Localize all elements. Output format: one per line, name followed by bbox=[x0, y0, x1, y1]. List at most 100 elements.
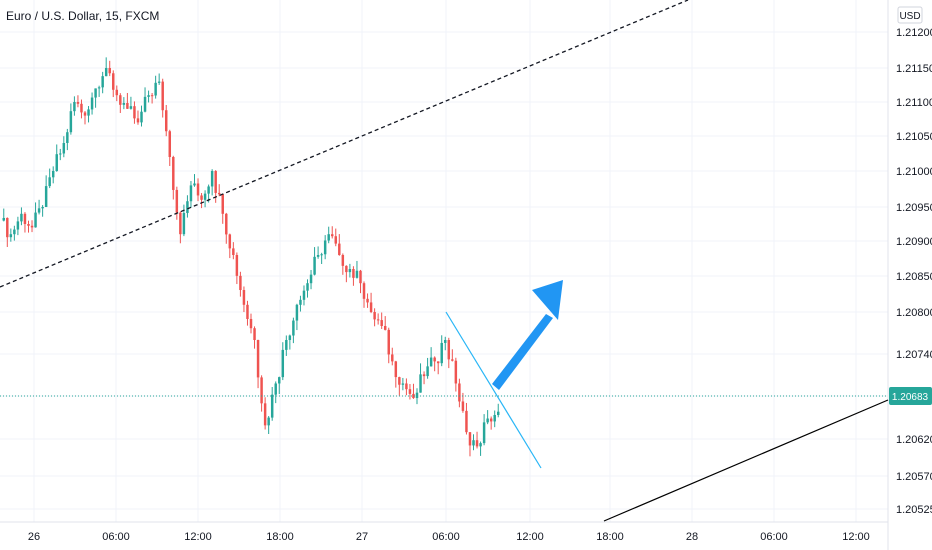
time-tick-label: 18:00 bbox=[596, 531, 624, 543]
candle-body bbox=[157, 81, 161, 83]
price-tick-label: 1.20800 bbox=[896, 307, 932, 319]
candle-body bbox=[444, 340, 447, 343]
candle-body bbox=[2, 217, 6, 221]
candle-body bbox=[154, 82, 157, 96]
candle-body bbox=[461, 401, 465, 411]
candle-body bbox=[454, 360, 458, 384]
candle-body bbox=[451, 359, 454, 361]
candle-body bbox=[359, 270, 362, 284]
candle-body bbox=[249, 318, 253, 329]
candle-body bbox=[20, 213, 23, 222]
candle-body bbox=[376, 319, 380, 321]
candle-body bbox=[405, 383, 408, 390]
candle-body bbox=[299, 299, 302, 305]
candle-body bbox=[383, 326, 387, 330]
candle-body bbox=[394, 361, 398, 378]
candle-body bbox=[164, 110, 168, 132]
candle-body bbox=[69, 111, 73, 133]
chart-title: Euro / U.S. Dollar, 15, FXCM bbox=[6, 9, 159, 23]
candle-body bbox=[309, 274, 313, 284]
candle-body bbox=[119, 95, 122, 105]
candle-body bbox=[51, 171, 55, 178]
candle-body bbox=[373, 312, 376, 320]
candle-body bbox=[401, 383, 405, 385]
candle-body bbox=[260, 377, 263, 404]
candle-body bbox=[387, 329, 390, 355]
candle-body bbox=[285, 340, 288, 350]
candle-body bbox=[274, 383, 277, 395]
candle-body bbox=[76, 102, 80, 104]
candle-body bbox=[133, 106, 136, 119]
candle-body bbox=[320, 254, 323, 256]
candle-body bbox=[362, 283, 366, 299]
dashed-trendline[interactable] bbox=[0, 0, 689, 288]
candle-body bbox=[59, 153, 62, 155]
candle-body bbox=[458, 383, 461, 402]
solid-trendline[interactable] bbox=[603, 399, 889, 522]
candle-body bbox=[129, 106, 133, 109]
candle-body bbox=[486, 418, 489, 423]
time-tick-label: 12:00 bbox=[516, 531, 544, 543]
candle-body bbox=[203, 193, 207, 200]
currency-badge[interactable]: USD bbox=[897, 6, 923, 24]
candle-body bbox=[412, 393, 415, 399]
candle-body bbox=[66, 132, 69, 143]
candle-body bbox=[306, 283, 309, 291]
candle-body bbox=[334, 236, 338, 244]
candle-body bbox=[221, 194, 224, 214]
price-label-text: 1.20683 bbox=[892, 392, 929, 403]
candle-body bbox=[415, 392, 419, 399]
candle-body bbox=[41, 207, 44, 209]
candle-body bbox=[348, 269, 352, 273]
candle-body bbox=[263, 403, 267, 426]
candle-body bbox=[83, 112, 87, 116]
candle-body bbox=[196, 183, 200, 196]
candle-body bbox=[136, 118, 140, 123]
candle-body bbox=[37, 208, 41, 213]
price-tick-label: 1.20900 bbox=[896, 236, 932, 248]
candle-body bbox=[80, 103, 83, 113]
channel-line[interactable] bbox=[445, 311, 542, 469]
candle-body bbox=[447, 340, 451, 360]
candle-body bbox=[242, 290, 246, 305]
price-tick-label: 1.20850 bbox=[896, 271, 932, 283]
candle-body bbox=[270, 394, 274, 418]
time-tick-label: 06:00 bbox=[102, 531, 130, 543]
candle-body bbox=[101, 76, 104, 88]
price-tick-label: 1.21150 bbox=[896, 63, 932, 75]
candle-body bbox=[235, 255, 239, 276]
candle-body bbox=[256, 340, 260, 378]
candle-body bbox=[44, 186, 48, 207]
candle-body bbox=[143, 96, 147, 112]
time-axis[interactable]: 26 06:00 12:00 18:00 27 06:00 12:00 18:00 28 06:0… bbox=[28, 531, 870, 543]
candle-body bbox=[479, 443, 482, 447]
arrow-up-icon[interactable] bbox=[492, 280, 563, 390]
candle-body bbox=[253, 328, 256, 340]
candle-body bbox=[426, 366, 429, 377]
candle-body bbox=[186, 201, 189, 214]
price-axis[interactable]: 1.21200 1.21150 1.21100 1.21050 1.21000 1.209… bbox=[896, 27, 932, 516]
candle-body bbox=[6, 217, 9, 238]
time-tick-label: 06:00 bbox=[760, 531, 788, 543]
candle-body bbox=[193, 183, 196, 186]
candle-body bbox=[140, 111, 143, 123]
candle-body bbox=[345, 265, 348, 273]
candle-body bbox=[267, 417, 270, 426]
price-tick-label: 1.20740 bbox=[896, 349, 932, 361]
candle-body bbox=[108, 68, 111, 74]
time-tick-label: 28 bbox=[686, 531, 698, 543]
candle-body bbox=[73, 102, 76, 112]
time-tick-label: 12:00 bbox=[842, 531, 870, 543]
candle-body bbox=[90, 97, 94, 110]
price-tick-label: 1.20620 bbox=[896, 434, 932, 446]
candle-body bbox=[475, 440, 479, 447]
candle-body bbox=[55, 154, 58, 171]
candle-body bbox=[352, 269, 355, 278]
candle-body bbox=[150, 95, 154, 97]
candle-body bbox=[323, 240, 327, 255]
candle-body bbox=[97, 87, 101, 89]
candle-body bbox=[468, 432, 472, 446]
candle-body bbox=[23, 213, 27, 225]
candle-body bbox=[48, 177, 51, 187]
